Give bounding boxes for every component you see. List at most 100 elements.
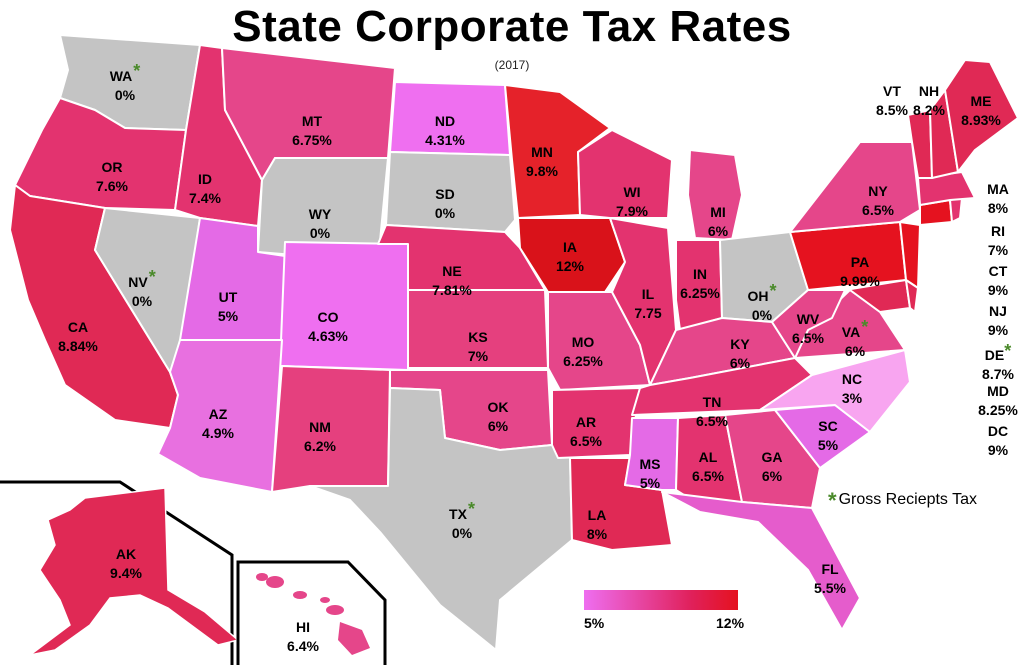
state-rate: 4.63% [308, 328, 348, 344]
state-abbr: LA [587, 507, 607, 523]
label-OK: OK 6% [488, 398, 509, 436]
label-AL: AL 6.5% [692, 448, 724, 486]
state-rate: 6.5% [570, 433, 602, 449]
gross-receipts-star-icon: * [1004, 341, 1012, 361]
state-SD[interactable] [385, 151, 516, 233]
state-VT[interactable] [907, 109, 933, 179]
state-abbr: FL [821, 561, 839, 577]
label-WI: WI 7.9% [616, 183, 648, 221]
label-AR: AR 6.5% [570, 413, 602, 451]
color-scale-bar [584, 590, 738, 610]
label-VT: VT 8.5% [876, 82, 908, 120]
label-NC: NC 3% [842, 370, 862, 408]
label-HI: HI 6.4% [287, 618, 319, 656]
state-rate: 0% [309, 225, 331, 241]
label-SD: SD 0% [435, 185, 455, 223]
state-rate: 5% [217, 308, 239, 324]
state-rate: 8.7% [982, 366, 1014, 382]
state-rate: 8.84% [58, 338, 98, 354]
state-abbr: AZ [208, 406, 228, 422]
state-AR[interactable] [551, 387, 641, 459]
state-abbr: MI [710, 204, 726, 220]
state-rate: 4.31% [425, 132, 465, 148]
state-abbr: MD [987, 383, 1009, 399]
label-OH: OH* 0% [747, 282, 776, 325]
gross-receipts-star-icon: * [148, 267, 156, 287]
color-scale-max: 12% [716, 615, 745, 631]
label-NV: NV* 0% [128, 268, 155, 311]
state-TX[interactable] [309, 387, 573, 651]
state-abbr: IA [563, 239, 577, 255]
state-abbr: OK [487, 399, 509, 415]
state-NY[interactable] [789, 141, 921, 233]
state-rate: 0% [451, 525, 473, 541]
state-abbr: SD [435, 186, 455, 202]
state-RI[interactable] [949, 197, 963, 223]
gross-receipts-star-icon: * [861, 317, 869, 337]
label-MS: MS 5% [640, 455, 661, 493]
map-title: State Corporate Tax Rates [232, 2, 792, 51]
state-abbr: ID [197, 171, 212, 187]
label-ME: ME 8.93% [961, 92, 1001, 130]
state-MD[interactable] [844, 279, 911, 313]
state-abbr: CO [317, 309, 339, 325]
state-abbr: TN [702, 394, 722, 410]
gross-receipts-star-icon: * [133, 61, 141, 81]
state-rate: 6.25% [563, 353, 603, 369]
state-AK[interactable] [29, 487, 240, 656]
state-rate: 8.93% [961, 112, 1001, 128]
state-CO[interactable] [279, 241, 409, 371]
state-FL[interactable] [661, 491, 861, 631]
state-abbr: NY [868, 183, 888, 199]
state-OR[interactable] [14, 97, 187, 211]
state-rate: 7.81% [432, 282, 472, 298]
state-abbr: WA [109, 68, 133, 84]
label-WV: WV 6.5% [792, 310, 824, 348]
state-abbr: KY [730, 336, 750, 352]
state-HI[interactable] [256, 573, 370, 655]
state-GA[interactable] [724, 409, 821, 509]
label-MA: MA 8% [987, 180, 1009, 218]
label-TX: TX* 0% [449, 500, 475, 543]
state-rate: 9% [987, 442, 1009, 458]
state-rate: 6% [487, 418, 509, 434]
label-FL: FL 5.5% [814, 560, 846, 598]
state-rate: 6.5% [696, 413, 728, 429]
state-abbr: NV [128, 274, 148, 290]
label-NY: NY 6.5% [862, 182, 894, 220]
state-rate: 6% [844, 343, 866, 359]
state-abbr: MO [571, 334, 595, 350]
state-rate: 8.25% [978, 402, 1018, 418]
label-VA: VA* 6% [842, 318, 868, 361]
state-rate: 6.5% [692, 468, 724, 484]
state-abbr: CT [988, 263, 1008, 279]
state-IL[interactable] [609, 217, 677, 386]
gross-receipts-star-icon: * [769, 281, 777, 301]
state-abbr: NE [442, 263, 462, 279]
state-rate: 9.99% [840, 273, 880, 289]
state-ME[interactable] [944, 59, 1019, 173]
state-rate: 4.9% [202, 425, 234, 441]
label-WA: WA* 0% [110, 62, 141, 105]
state-abbr: WY [308, 206, 332, 222]
state-abbr: MS [639, 456, 661, 472]
state-DE[interactable] [905, 279, 919, 313]
state-rate: 0% [751, 307, 773, 323]
label-IL: IL 7.75 [634, 285, 661, 323]
state-NC[interactable] [759, 349, 911, 433]
gross-receipts-label: Gross Reciepts Tax [838, 491, 977, 508]
state-TN[interactable] [631, 357, 813, 416]
state-abbr: WV [796, 311, 820, 327]
state-WI[interactable] [577, 129, 673, 219]
state-rate: 6.25% [680, 285, 720, 301]
gross-receipts-legend: * Gross Reciepts Tax [828, 488, 977, 514]
label-IA: IA 12% [556, 238, 584, 276]
label-KS: KS 7% [468, 328, 488, 366]
label-CT: CT 9% [988, 262, 1008, 300]
state-AZ[interactable] [157, 339, 283, 493]
state-rate: 8.5% [876, 102, 908, 118]
state-rate: 5% [817, 437, 839, 453]
state-rate: 7% [467, 348, 489, 364]
label-KY: KY 6% [730, 335, 750, 373]
label-NJ: NJ 9% [988, 302, 1008, 340]
